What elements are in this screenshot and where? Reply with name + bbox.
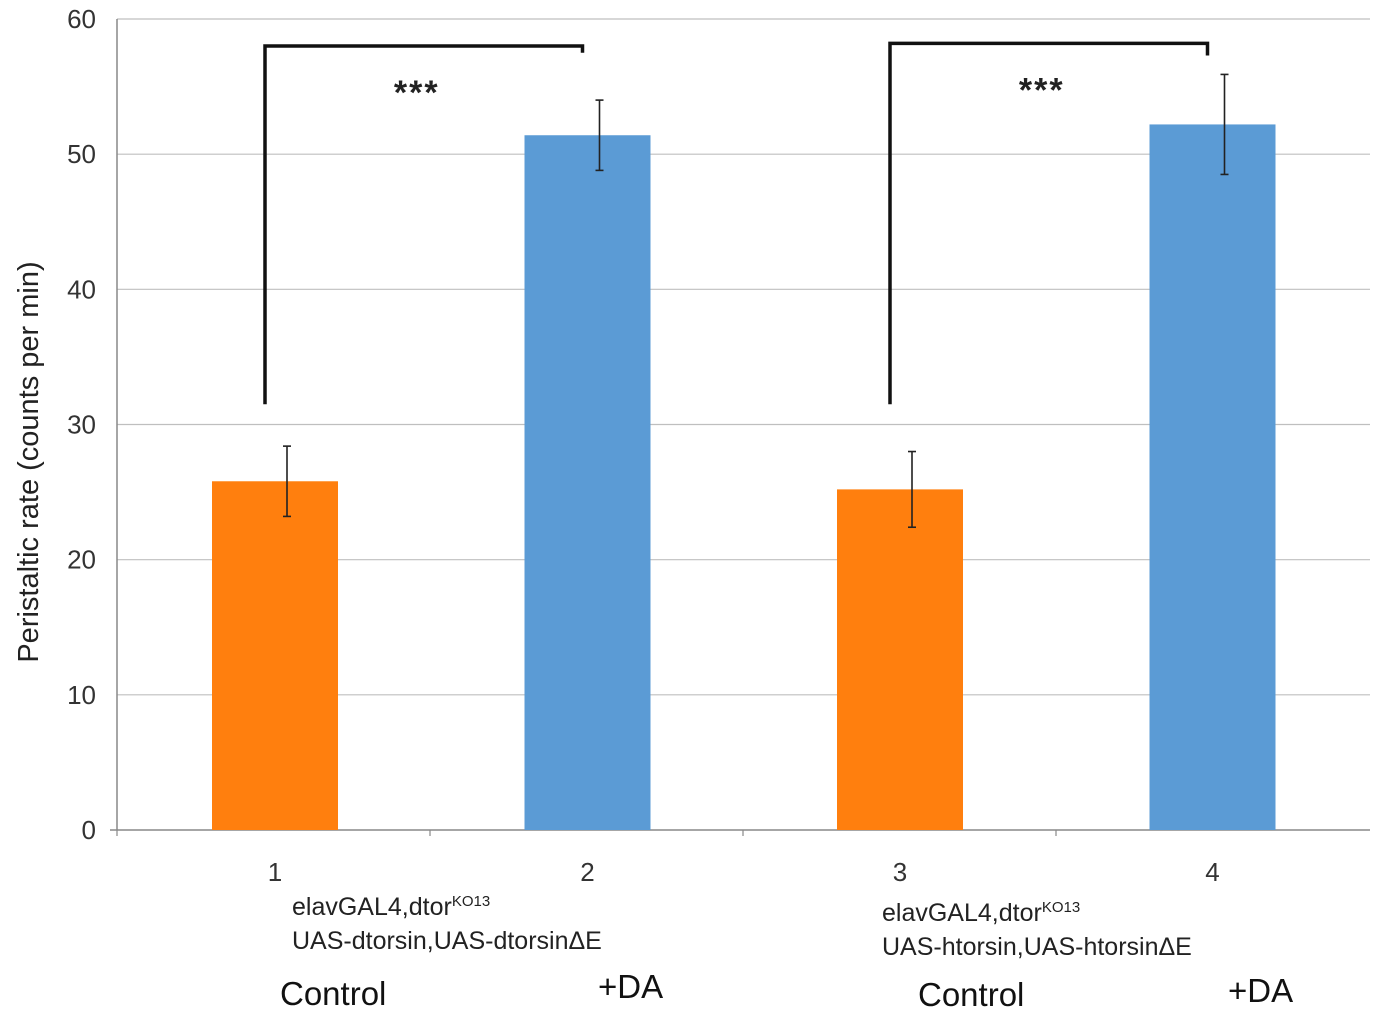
error-bars	[283, 73, 1229, 529]
y-tick-label: 20	[67, 545, 96, 575]
significance-bracket	[263, 44, 585, 405]
group1-control-label: Control	[280, 975, 387, 1012]
group1-treated-label: +DA	[598, 968, 664, 1005]
group2-genotype-line2: UAS-htorsin,UAS-htorsinΔE	[882, 933, 1192, 961]
group1-genotype-superscript: KO13	[451, 893, 491, 910]
group2-genotype-superscript: KO13	[1041, 899, 1081, 916]
x-tick-label: 4	[1205, 857, 1219, 887]
bar-1	[212, 481, 338, 830]
group2-genotype-line1: elavGAL4,dtorKO13	[882, 896, 1192, 930]
x-tick-label: 3	[893, 857, 907, 887]
y-tick-label: 30	[67, 410, 96, 440]
group1-genotype-line2: UAS-dtorsin,UAS-dtorsinΔE	[292, 927, 602, 955]
y-axis-label: Peristaltic rate (counts per min)	[13, 261, 45, 662]
group1-genotype-line1: elavGAL4,dtorKO13	[292, 890, 602, 924]
x-tick-labels: 1 2 3 4	[268, 857, 1220, 887]
bars	[212, 124, 1276, 831]
y-tick-label: 10	[67, 680, 96, 710]
x-tick-label: 2	[580, 857, 594, 887]
group2-genotype-base: elavGAL4,dtor	[882, 899, 1042, 927]
significance-label: ***	[1019, 71, 1065, 109]
group1-genotype-base: elavGAL4,dtor	[292, 893, 452, 921]
y-tick-label: 40	[67, 274, 96, 304]
y-tick-label: 60	[67, 4, 96, 34]
group2-genotype: elavGAL4,dtorKO13 UAS-htorsin,UAS-htorsi…	[882, 896, 1192, 964]
y-tick-label: 50	[67, 139, 96, 169]
x-tick-label: 1	[268, 857, 282, 887]
group1-genotype: elavGAL4,dtorKO13 UAS-dtorsin,UAS-dtorsi…	[292, 890, 602, 958]
significance-label: ***	[394, 74, 440, 112]
significance-brackets: *** ***	[263, 41, 1210, 405]
bar-3	[837, 489, 963, 830]
bar-2	[524, 135, 651, 830]
bar-4	[1149, 124, 1276, 831]
y-tick-label: 0	[82, 815, 96, 845]
y-tick-labels: 0 10 20 30 40 50 60	[67, 4, 96, 845]
group2-treated-label: +DA	[1228, 972, 1294, 1009]
significance-bracket	[888, 41, 1210, 405]
group2-control-label: Control	[918, 976, 1025, 1013]
